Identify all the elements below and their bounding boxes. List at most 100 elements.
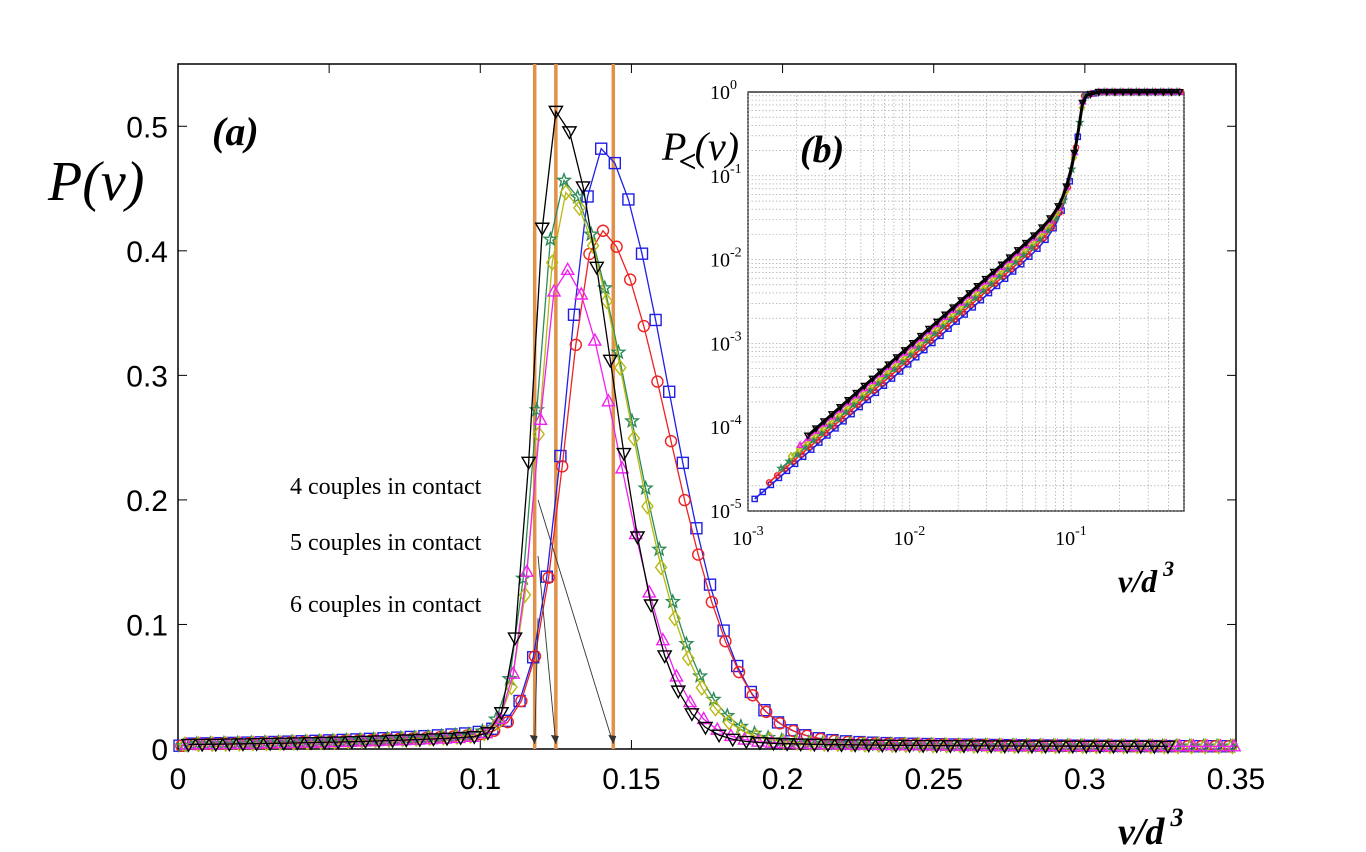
marker-triangle-down (1134, 88, 1144, 97)
marker-triangle-up (546, 283, 562, 297)
marker-star (1167, 737, 1185, 754)
marker-square (663, 385, 676, 398)
inset-y-tick-label: 100 (710, 78, 737, 104)
marker-star (1086, 737, 1103, 754)
marker-star (1140, 737, 1158, 754)
marker-triangle-down (956, 740, 972, 754)
marker-triangle-down (1160, 740, 1176, 755)
marker-triangle-down (1150, 88, 1160, 97)
marker-star (637, 479, 654, 496)
x-tick-label: 0.3 (1064, 763, 1106, 796)
marker-square (499, 714, 513, 728)
marker-circle (746, 689, 759, 702)
marker-triangle-down (1078, 740, 1095, 755)
marker-circle (705, 595, 719, 609)
marker-star (1004, 737, 1022, 753)
marker-triangle-down (575, 181, 591, 195)
marker-triangle-down (303, 736, 319, 751)
marker-circle (773, 717, 787, 730)
marker-triangle-down (548, 105, 564, 120)
marker-triangle-down (439, 732, 455, 747)
marker-triangle-down (874, 739, 891, 754)
series-triangles-down (180, 105, 1176, 755)
marker-triangle-down (997, 261, 1007, 270)
marker-triangle-up (601, 393, 616, 407)
marker-diamond (736, 722, 750, 740)
marker-star (1195, 737, 1212, 754)
marker-triangle-up (519, 563, 535, 577)
marker-diamond (627, 429, 641, 447)
marker-circle (556, 460, 569, 473)
marker-triangle-down (412, 733, 428, 748)
marker-triangle-up (1172, 738, 1188, 752)
marker-triangle-down (248, 737, 265, 752)
marker-triangle-down (1037, 740, 1054, 755)
annotation-label: 6 couples in contact (290, 592, 482, 618)
marker-triangle-down (1037, 224, 1047, 232)
marker-triangle-down (835, 404, 845, 412)
marker-diamond (787, 451, 795, 461)
marker-star (651, 540, 668, 557)
marker-triangle-down (384, 734, 401, 749)
marker-star (1208, 737, 1226, 754)
marker-triangle-down (806, 738, 823, 753)
marker-triangle-down (752, 736, 768, 751)
marker-triangle-down (1005, 254, 1015, 262)
x-tick-label: 0 (170, 763, 187, 796)
marker-square (758, 704, 771, 717)
marker-triangle-down (965, 290, 974, 298)
marker-diamond (545, 254, 559, 271)
marker-triangle-down (852, 389, 861, 398)
marker-triangle-down (860, 382, 869, 391)
marker-triangle-up (796, 440, 805, 449)
x-tick-label: 0.35 (1207, 763, 1265, 796)
marker-triangle-down (932, 318, 942, 327)
marker-diamond (613, 359, 627, 376)
marker-triangle-up (587, 332, 603, 346)
marker-triangle-down (602, 354, 619, 369)
marker-triangle-down (1029, 232, 1039, 240)
marker-triangle-down (1105, 740, 1122, 755)
marker-triangle-down (884, 361, 894, 369)
marker-triangle-down (643, 599, 659, 613)
marker-circle (765, 479, 773, 486)
marker-star (1113, 737, 1130, 754)
marker-triangle-down (811, 425, 821, 433)
marker-star (623, 412, 641, 429)
inset-series-triangles-down (803, 88, 1184, 441)
marker-star (991, 737, 1008, 753)
annotation-arrow-line (537, 555, 557, 745)
marker-triangle-up (1186, 738, 1201, 752)
annotation-arrow-line (534, 618, 539, 745)
marker-triangle-down (194, 738, 210, 753)
marker-triangle-down (1119, 740, 1135, 755)
marker-triangle-down (344, 736, 360, 750)
marker-triangle-down (493, 707, 510, 721)
inset-y-tick-label: 10-2 (710, 246, 742, 272)
marker-diamond (668, 609, 682, 627)
inset-y-label: P<(v) (661, 124, 739, 179)
x-tick-label: 0.05 (300, 763, 358, 796)
annotation-label: 4 couples in contact (290, 474, 482, 500)
marker-star (776, 463, 786, 473)
marker-star (1154, 737, 1171, 754)
marker-triangle-up (1199, 738, 1215, 752)
marker-triangle-down (1021, 239, 1031, 248)
marker-triangle-down (1051, 740, 1067, 755)
marker-triangle-down (847, 739, 863, 753)
marker-circle (637, 319, 651, 333)
marker-triangle-down (957, 297, 966, 305)
panel-label-b: (b) (800, 129, 844, 171)
inset-x-tick-label: 10-1 (1055, 524, 1087, 550)
marker-square (595, 142, 608, 155)
marker-triangle-down (357, 735, 374, 750)
marker-triangle-down (900, 347, 910, 355)
marker-star (1072, 737, 1090, 754)
marker-triangle-down (480, 727, 496, 741)
marker-square (759, 488, 767, 496)
annotations-group: 4 couples in contact 5 couples in contact… (290, 474, 617, 745)
marker-triangle-down (989, 268, 999, 277)
marker-triangle-down (901, 739, 918, 754)
annotation-arrow-head (608, 735, 617, 744)
